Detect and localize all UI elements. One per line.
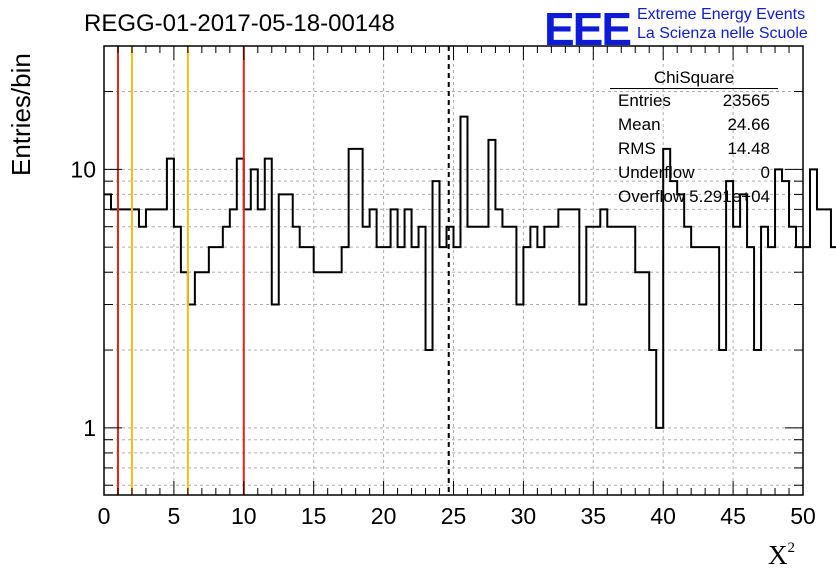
chart-title: REGG-01-2017-05-18-00148 [84,10,395,37]
axis-ticks [103,45,804,495]
stats-key: RMS [618,139,656,158]
x-tick-label: 35 [581,503,607,529]
stats-key: Entries [618,91,671,110]
stats-row: Underflow 0 [610,161,778,185]
tick-labels: 0 5 10 15 20 25 30 35 40 45 50 1 10 [70,156,815,529]
x-axis-label-base: X [768,540,788,570]
brand-line-1: Extreme Energy Events [637,6,806,23]
stats-title: ChiSquare [610,68,778,89]
brand-line-2: La Scienza nelle Scuole [637,25,808,42]
x-tick-label: 5 [168,503,181,529]
stats-box: ChiSquare Entries 23565 Mean 24.66 RMS 14.4… [610,68,778,209]
stats-value: 23565 [722,91,770,110]
stats-row: Mean 24.66 [610,113,778,137]
x-tick-label: 45 [720,503,746,529]
x-tick-label: 30 [511,503,537,529]
grid-lines [103,45,804,495]
x-axis-label-sup: 2 [787,540,796,556]
x-tick-label: 10 [231,503,257,529]
x-tick-label: 50 [790,503,816,529]
x-tick-label: 15 [301,503,327,529]
y-tick-label: 10 [70,156,96,182]
histogram-line [104,115,836,429]
stats-value: 5.291e+04 [689,187,770,206]
histogram-series [104,115,836,429]
x-tick-label: 40 [650,503,676,529]
stats-value: 14.48 [727,139,770,158]
stats-row: Overflow 5.291e+04 [610,185,778,209]
stats-key: Underflow [618,163,695,182]
x-tick-label: 0 [98,503,111,529]
y-tick-label: 1 [83,415,96,441]
x-tick-label: 20 [371,503,397,529]
x-axis-label: X2 [768,540,795,571]
stats-row: Entries 23565 [610,89,778,113]
stats-key: Overflow [618,187,686,206]
stats-key: Mean [618,115,661,134]
reference-lines [116,46,450,495]
y-axis-label: Entries/bin [6,53,36,176]
x-tick-label: 25 [441,503,467,529]
stats-value: 0 [760,163,770,182]
eee-logo: EEE [544,3,632,55]
stats-value: 24.66 [727,115,770,134]
stats-row: RMS 14.48 [610,137,778,161]
